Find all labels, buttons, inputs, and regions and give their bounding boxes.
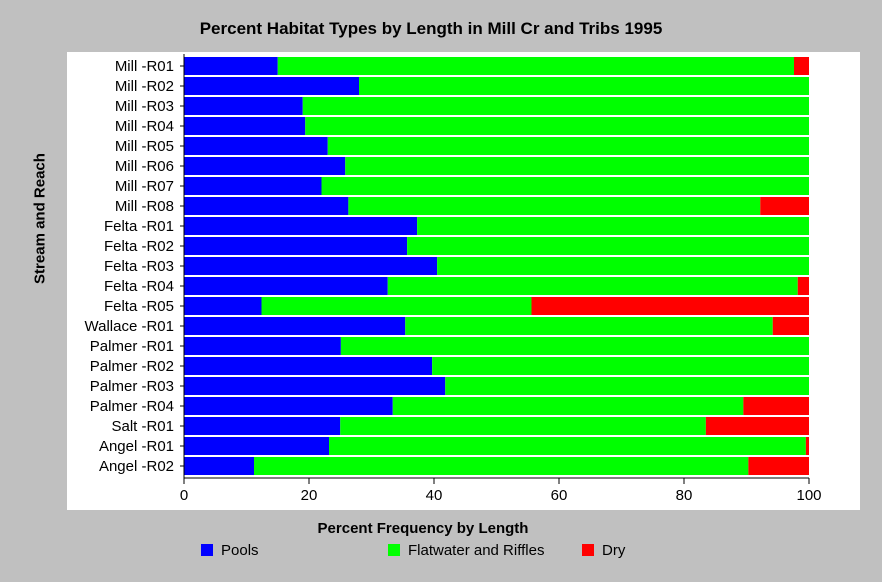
bar-dry-12 <box>531 297 809 315</box>
x-axis-label: Percent Frequency by Length <box>317 520 529 537</box>
legend-label-flatwater: Flatwater and Riffles <box>408 542 545 559</box>
bar-flatwater-and-riffles-1 <box>359 77 809 95</box>
y-tick-label: Mill -R05 <box>115 138 174 155</box>
legend-swatch-pools <box>201 544 213 556</box>
bar-flatwater-and-riffles-11 <box>387 277 798 295</box>
legend-swatch-dry <box>582 544 594 556</box>
bar-flatwater-and-riffles-14 <box>340 337 809 355</box>
bar-pools-0 <box>184 57 278 75</box>
bar-flatwater-and-riffles-10 <box>437 257 809 275</box>
bar-dry-0 <box>794 57 809 75</box>
bar-dry-7 <box>760 197 809 215</box>
y-tick-label: Palmer -R01 <box>90 338 174 355</box>
bar-pools-17 <box>184 397 393 415</box>
legend-item-dry: Dry <box>582 542 625 559</box>
bar-dry-19 <box>805 437 809 455</box>
y-tick-label: Mill -R01 <box>115 58 174 75</box>
bar-pools-2 <box>184 97 303 115</box>
y-axis-label: Stream and Reach <box>31 153 49 284</box>
x-tick-label: 40 <box>426 487 443 504</box>
bar-pools-3 <box>184 117 306 135</box>
bar-flatwater-and-riffles-3 <box>305 117 809 135</box>
legend: Pools Flatwater and Riffles Dry <box>0 540 882 564</box>
y-tick-label: Felta -R05 <box>104 298 174 315</box>
bar-pools-1 <box>184 77 359 95</box>
y-tick-label: Angel -R02 <box>99 458 174 475</box>
bar-flatwater-and-riffles-18 <box>340 417 706 435</box>
bar-flatwater-and-riffles-20 <box>254 457 749 475</box>
bar-dry-18 <box>705 417 809 435</box>
y-tick-label: Felta -R04 <box>104 278 174 295</box>
bar-dry-17 <box>743 397 809 415</box>
bar-dry-13 <box>772 317 809 335</box>
bar-dry-11 <box>797 277 809 295</box>
bar-pools-6 <box>184 177 322 195</box>
bar-pools-4 <box>184 137 328 155</box>
bar-flatwater-and-riffles-17 <box>392 397 744 415</box>
legend-label-pools: Pools <box>221 542 259 559</box>
y-tick-label: Mill -R07 <box>115 178 174 195</box>
y-tick-label: Palmer -R04 <box>90 398 174 415</box>
y-tick-label: Mill -R02 <box>115 78 174 95</box>
bar-pools-7 <box>184 197 349 215</box>
bar-pools-18 <box>184 417 341 435</box>
bar-flatwater-and-riffles-4 <box>327 137 809 155</box>
x-tick-label: 0 <box>180 487 188 504</box>
bar-pools-19 <box>184 437 329 455</box>
x-tick-label: 80 <box>676 487 693 504</box>
bar-pools-10 <box>184 257 438 275</box>
bar-flatwater-and-riffles-9 <box>407 237 809 255</box>
bar-flatwater-and-riffles-8 <box>417 217 809 235</box>
bar-flatwater-and-riffles-6 <box>321 177 809 195</box>
bar-pools-13 <box>184 317 406 335</box>
bar-pools-14 <box>184 337 341 355</box>
y-tick-label: Felta -R01 <box>104 218 174 235</box>
bar-pools-5 <box>184 157 346 175</box>
axes-layer: Mill -R01 Mill -R02 Mill -R03 Mill -R04 Mill… <box>85 54 822 504</box>
chart-title: Percent Habitat Types by Length in Mill … <box>199 19 663 38</box>
bar-flatwater-and-riffles-12 <box>261 297 532 315</box>
bar-pools-9 <box>184 237 408 255</box>
y-tick-label: Salt -R01 <box>111 418 174 435</box>
y-tick-label: Felta -R03 <box>104 258 174 275</box>
bar-flatwater-and-riffles-2 <box>302 97 809 115</box>
bar-pools-11 <box>184 277 388 295</box>
x-tick-label: 100 <box>796 487 821 504</box>
bar-flatwater-and-riffles-19 <box>329 437 806 455</box>
bars-layer <box>184 57 809 475</box>
y-tick-label: Wallace -R01 <box>85 318 174 335</box>
bar-flatwater-and-riffles-16 <box>445 377 809 395</box>
x-tick-label: 20 <box>301 487 318 504</box>
legend-label-dry: Dry <box>602 542 626 559</box>
y-tick-label: Mill -R06 <box>115 158 174 175</box>
x-tick-label: 60 <box>551 487 568 504</box>
y-tick-label: Felta -R02 <box>104 238 174 255</box>
y-tick-label: Mill -R03 <box>115 98 174 115</box>
bar-pools-12 <box>184 297 262 315</box>
y-tick-label: Palmer -R02 <box>90 358 174 375</box>
bar-pools-15 <box>184 357 433 375</box>
legend-swatch-flatwater <box>388 544 400 556</box>
bar-pools-16 <box>184 377 446 395</box>
y-tick-label: Angel -R01 <box>99 438 174 455</box>
bar-flatwater-and-riffles-7 <box>348 197 761 215</box>
bar-flatwater-and-riffles-13 <box>405 317 773 335</box>
bar-pools-8 <box>184 217 418 235</box>
y-tick-label: Mill -R08 <box>115 198 174 215</box>
bar-pools-20 <box>184 457 254 475</box>
bar-dry-20 <box>748 457 809 475</box>
y-tick-label: Palmer -R03 <box>90 378 174 395</box>
bar-flatwater-and-riffles-0 <box>277 57 794 75</box>
bar-flatwater-and-riffles-15 <box>432 357 809 375</box>
bar-flatwater-and-riffles-5 <box>345 157 809 175</box>
legend-item-flatwater: Flatwater and Riffles <box>388 542 544 559</box>
legend-item-pools: Pools <box>201 542 259 559</box>
y-tick-label: Mill -R04 <box>115 118 174 135</box>
